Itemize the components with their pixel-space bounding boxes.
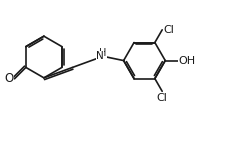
Text: H: H [99, 48, 107, 58]
Text: OH: OH [178, 56, 196, 66]
Text: N: N [96, 51, 104, 61]
Text: Cl: Cl [157, 93, 168, 103]
Text: Cl: Cl [163, 25, 174, 35]
Text: O: O [5, 72, 14, 85]
